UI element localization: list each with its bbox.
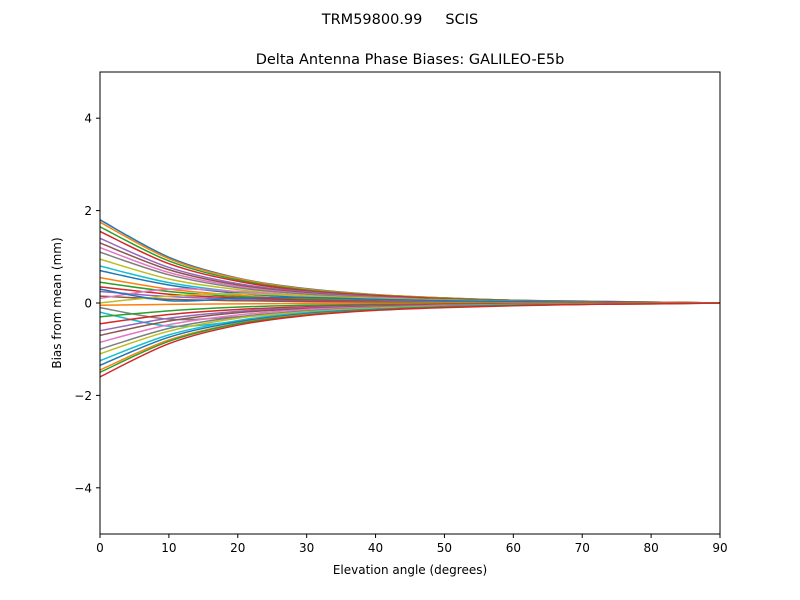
x-tick-label: 20	[230, 541, 245, 555]
chart-suptitle: TRM59800.99 SCIS	[321, 12, 478, 28]
x-tick-label: 70	[575, 541, 590, 555]
x-tick-label: 90	[712, 541, 727, 555]
x-tick-label: 30	[299, 541, 314, 555]
y-axis-label: Bias from mean (mm)	[50, 237, 64, 368]
series-line	[99, 219, 721, 304]
x-tick-label: 10	[161, 541, 176, 555]
series-lines	[99, 219, 721, 378]
series-line	[99, 302, 721, 378]
x-tick-label: 0	[96, 541, 104, 555]
y-tick-label: 0	[84, 297, 92, 311]
y-axis: −4 −2 0 2 4	[74, 112, 100, 495]
x-axis: 0 10 20 30 40 50 60 70 80 90	[96, 534, 728, 555]
x-tick-label: 40	[368, 541, 383, 555]
series-line	[99, 302, 721, 373]
y-tick-label: 2	[84, 204, 92, 218]
y-tick-label: −2	[74, 389, 92, 403]
chart-title: Delta Antenna Phase Biases: GALILEO-E5b	[256, 52, 565, 68]
x-tick-label: 50	[437, 541, 452, 555]
x-axis-label: Elevation angle (degrees)	[333, 563, 487, 577]
y-tick-label: −4	[74, 481, 92, 495]
y-tick-label: 4	[84, 112, 92, 126]
series-line	[99, 221, 721, 304]
x-tick-label: 60	[506, 541, 521, 555]
x-tick-label: 80	[643, 541, 658, 555]
